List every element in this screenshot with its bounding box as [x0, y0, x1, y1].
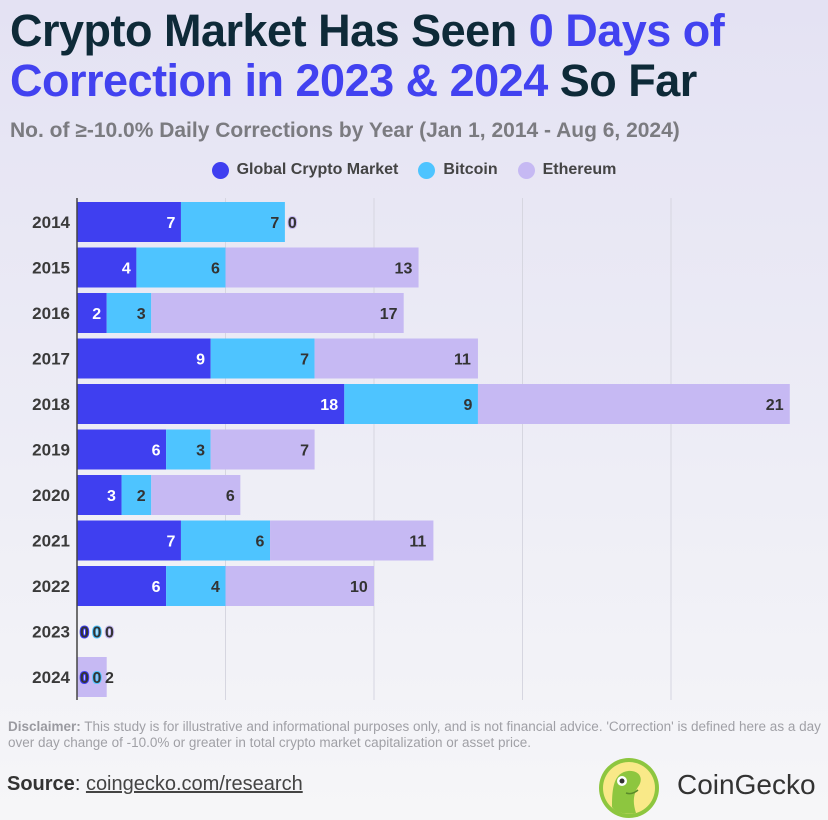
data-label-ethereum: 17 [380, 306, 398, 323]
data-label-ethereum: 10 [350, 579, 368, 596]
data-label-bitcoin: 9 [463, 397, 472, 414]
bar-segment-global [77, 384, 345, 424]
year-label: 2016 [32, 304, 70, 323]
year-label: 2022 [32, 577, 70, 596]
data-label-global: 3 [107, 488, 116, 505]
legend-item-ethereum: Ethereum [517, 161, 617, 179]
title-text: Crypto Market Has Seen [10, 5, 529, 56]
bar-segment-bitcoin [106, 293, 152, 333]
data-label-bitcoin: 3 [196, 443, 205, 460]
title-accent: Correction in 2023 & 2024 [10, 55, 548, 106]
year-label: 2021 [32, 532, 70, 551]
data-label-ethereum: 11 [454, 352, 471, 369]
bar-segment-global [77, 520, 181, 561]
data-label-bitcoin: 3 [137, 306, 146, 323]
data-label-global: 7 [166, 534, 175, 551]
bar-segment-global [77, 338, 211, 379]
year-label: 2023 [32, 623, 70, 642]
bar-segment-global [77, 566, 167, 606]
data-label-ethereum: 0 [288, 215, 297, 232]
bar-segment-bitcoin [180, 520, 271, 561]
data-label-global: 6 [152, 443, 161, 460]
bar-segment-bitcoin [166, 566, 226, 606]
bar-segment-bitcoin [136, 247, 226, 288]
legend-label: Bitcoin [443, 161, 498, 178]
bar-segment-bitcoin [180, 202, 285, 242]
data-label-bitcoin: 0 [93, 670, 102, 687]
data-label-bitcoin: 2 [137, 488, 146, 505]
source: Source: coingecko.com/research [7, 773, 303, 795]
disclaimer-text: This study is for illustrative and infor… [8, 719, 821, 750]
data-label-ethereum: 11 [409, 534, 426, 551]
bar-segment-ethereum [225, 566, 374, 606]
data-label-bitcoin: 6 [211, 261, 220, 278]
year-label: 2024 [32, 668, 70, 687]
bar-segment-ethereum [225, 247, 419, 288]
data-label-global: 18 [320, 397, 338, 414]
year-label: 2018 [32, 395, 70, 414]
data-label-ethereum: 6 [226, 488, 235, 505]
chart-title: Crypto Market Has Seen 0 Days of Correct… [10, 5, 725, 106]
legend-label: Ethereum [542, 161, 617, 178]
bar-segment-ethereum [210, 429, 315, 470]
data-label-bitcoin: 7 [270, 215, 279, 232]
data-label-bitcoin: 4 [211, 579, 220, 596]
legend-label: Global Crypto Market [236, 161, 399, 178]
data-label-ethereum: 7 [300, 443, 309, 460]
bar-segment-global [77, 202, 181, 242]
bar-segment-bitcoin [166, 429, 211, 470]
data-label-global: 7 [166, 215, 175, 232]
data-label-ethereum: 21 [766, 397, 784, 414]
data-label-bitcoin: 0 [93, 625, 102, 642]
source-link[interactable]: coingecko.com/research [85, 773, 303, 795]
year-label: 2017 [32, 350, 70, 369]
data-label-ethereum: 13 [395, 261, 413, 278]
data-label-global: 0 [80, 670, 89, 687]
data-label-ethereum: 2 [105, 670, 114, 687]
data-label-bitcoin: 7 [300, 352, 309, 369]
title-accent: 0 Days of [528, 5, 725, 56]
data-label-global: 4 [122, 261, 131, 278]
source-label: Source [7, 773, 75, 795]
year-label: 2015 [32, 259, 70, 278]
legend: Global Crypto Market Bitcoin Ethereum [0, 161, 828, 179]
disclaimer: Disclaimer: This study is for illustrati… [8, 719, 828, 751]
data-label-global: 6 [152, 579, 161, 596]
data-label-global: 2 [92, 306, 101, 323]
bar-segment-bitcoin [344, 384, 478, 424]
data-label-ethereum: 0 [105, 625, 114, 642]
bar-segment-ethereum [270, 520, 434, 561]
brand-name: CoinGecko [677, 769, 816, 800]
bar-segment-bitcoin [210, 338, 315, 379]
bar-segment-global [77, 475, 122, 515]
data-label-global: 9 [196, 352, 205, 369]
bar-segment-ethereum [477, 384, 790, 424]
data-label-bitcoin: 6 [256, 534, 265, 551]
bar-segment-ethereum [77, 657, 107, 697]
bar-segment-ethereum [151, 475, 241, 515]
legend-item-global: Global Crypto Market [211, 161, 399, 179]
title-text: So Far [547, 55, 698, 106]
coingecko-logo-icon [599, 758, 659, 818]
disclaimer-label: Disclaimer: [8, 719, 81, 734]
chart-subtitle: No. of ≥-10.0% Daily Corrections by Year… [10, 119, 680, 142]
bar-segment-ethereum [314, 338, 478, 379]
data-label-global: 0 [80, 625, 89, 642]
bar-segment-global [77, 247, 137, 288]
bar-segment-global [77, 429, 167, 470]
legend-item-bitcoin: Bitcoin [418, 161, 498, 179]
bar-segment-ethereum [151, 293, 404, 333]
bar-segment-global [77, 293, 107, 333]
year-label: 2019 [32, 441, 70, 460]
bar-segment-bitcoin [121, 475, 152, 515]
year-label: 2014 [32, 213, 70, 232]
year-label: 2020 [32, 486, 70, 505]
